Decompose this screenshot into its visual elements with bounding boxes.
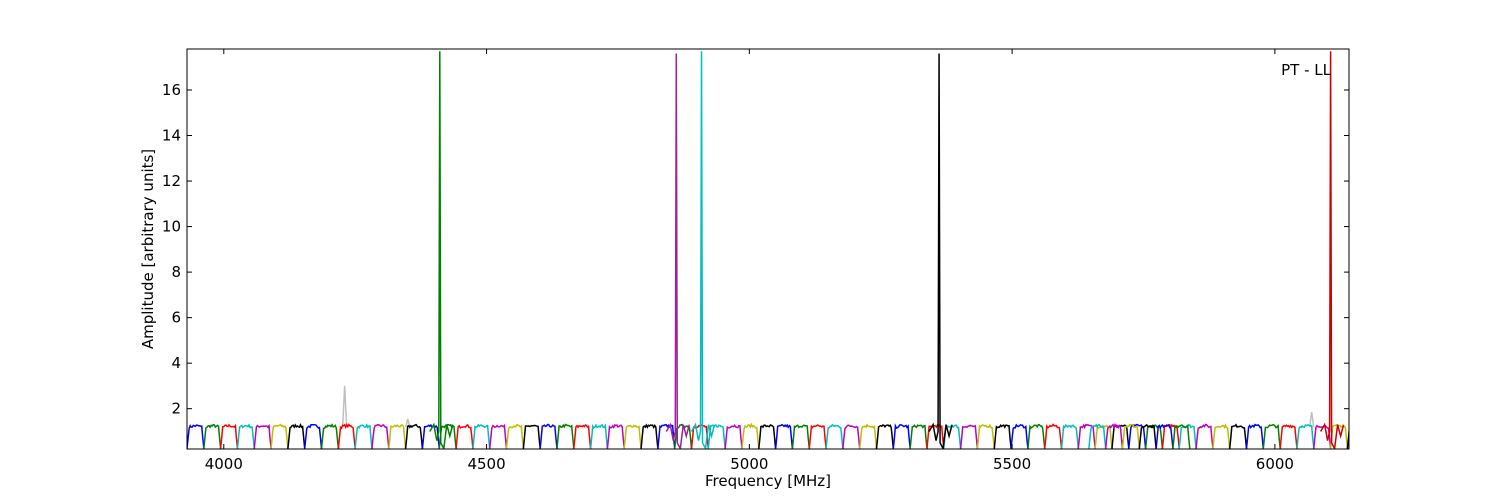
channel-band xyxy=(337,422,356,449)
channel-band xyxy=(825,423,844,449)
channel-band xyxy=(1121,423,1141,449)
spikes xyxy=(429,51,1345,449)
channel-band xyxy=(1195,423,1214,449)
channel-band xyxy=(1104,423,1124,449)
channel-band xyxy=(1313,424,1332,449)
channel-band xyxy=(1010,423,1029,449)
channel-bands xyxy=(187,422,1349,449)
x-tick-label: 4000 xyxy=(205,455,243,473)
channel-band xyxy=(1138,423,1157,449)
channel-band xyxy=(1043,423,1063,449)
channel-band xyxy=(236,423,256,449)
channel-band xyxy=(1245,423,1265,449)
channel-band xyxy=(354,423,373,449)
x-tick-label: 5500 xyxy=(993,455,1031,473)
channel-band xyxy=(438,423,457,449)
axis-ticks: 4000 4500 5000 5500 6000 2 4 6 8 10 12 14 16 xyxy=(162,49,1349,473)
channel-band xyxy=(1077,423,1096,449)
channel-band xyxy=(976,423,996,449)
channel-band xyxy=(1060,423,1080,449)
channel-band xyxy=(404,423,424,449)
channel-band xyxy=(808,424,827,449)
channel-band xyxy=(287,423,306,449)
channel-band xyxy=(774,423,794,449)
channel-band xyxy=(1228,423,1248,449)
y-tick-label: 10 xyxy=(162,218,181,236)
y-tick-label: 8 xyxy=(171,263,181,281)
annotation-label: PT - LL xyxy=(1281,61,1332,79)
x-axis-label: Frequency [MHz] xyxy=(705,472,831,490)
channel-band xyxy=(270,423,289,449)
channel-band xyxy=(421,423,441,449)
y-tick-label: 12 xyxy=(162,172,181,190)
plot-frame xyxy=(186,48,1350,450)
y-tick-label: 2 xyxy=(171,400,181,418)
background-trace xyxy=(341,385,1315,428)
background-spike xyxy=(341,385,348,427)
x-tick-label: 6000 xyxy=(1256,455,1294,473)
channel-band xyxy=(1279,424,1298,449)
channel-band xyxy=(573,424,592,449)
channel-band xyxy=(203,423,222,449)
spike xyxy=(1319,51,1345,449)
channel-band xyxy=(556,423,575,449)
channel-band xyxy=(657,423,676,449)
channel-band xyxy=(505,423,525,449)
channel-band xyxy=(741,422,760,449)
channel-band xyxy=(623,424,642,449)
y-tick-label: 16 xyxy=(162,81,181,99)
x-tick-label: 4500 xyxy=(467,455,505,473)
channel-band xyxy=(758,424,777,449)
channel-band xyxy=(926,423,945,449)
channel-band xyxy=(320,423,340,449)
channel-band xyxy=(187,424,205,449)
channel-band xyxy=(488,423,508,449)
channel-band xyxy=(1172,424,1191,449)
channel-band xyxy=(842,424,861,449)
channel-band xyxy=(1296,423,1315,449)
channel-band xyxy=(1027,423,1046,449)
background-spike xyxy=(1308,412,1315,428)
channel-band xyxy=(858,423,878,449)
channel-band xyxy=(589,423,609,449)
channel-band xyxy=(640,423,659,449)
channel-band xyxy=(875,424,895,449)
channel-band xyxy=(943,424,962,449)
channel-band xyxy=(1346,426,1349,449)
background-spike xyxy=(405,418,411,428)
channel-band xyxy=(388,424,407,449)
channel-band xyxy=(1088,423,1107,449)
channel-band xyxy=(724,424,743,449)
y-tick-label: 4 xyxy=(171,354,181,372)
channel-band xyxy=(606,424,626,449)
y-tick-label: 6 xyxy=(171,309,181,327)
channel-band xyxy=(909,424,928,449)
channel-band xyxy=(892,423,911,449)
channel-band xyxy=(791,424,811,449)
channel-band xyxy=(1329,423,1349,449)
channel-band xyxy=(707,423,726,449)
spike xyxy=(928,53,953,449)
channel-band xyxy=(371,424,390,449)
channel-band xyxy=(303,423,323,449)
channel-band xyxy=(472,423,491,449)
channel-band xyxy=(455,423,474,449)
channel-band xyxy=(1212,423,1231,449)
y-axis-label: Amplitude [arbitrary units] xyxy=(139,149,157,349)
channel-band xyxy=(219,423,239,449)
y-tick-label: 14 xyxy=(162,127,181,145)
spike xyxy=(665,53,691,449)
channel-band xyxy=(993,424,1012,449)
x-tick-label: 5000 xyxy=(730,455,768,473)
channel-band xyxy=(1155,423,1174,449)
channel-band xyxy=(959,424,979,449)
spike xyxy=(429,51,454,449)
channel-band xyxy=(539,423,558,449)
channel-band xyxy=(522,424,541,449)
spike xyxy=(690,51,716,449)
channel-band xyxy=(253,423,272,449)
channel-band xyxy=(1262,423,1281,449)
